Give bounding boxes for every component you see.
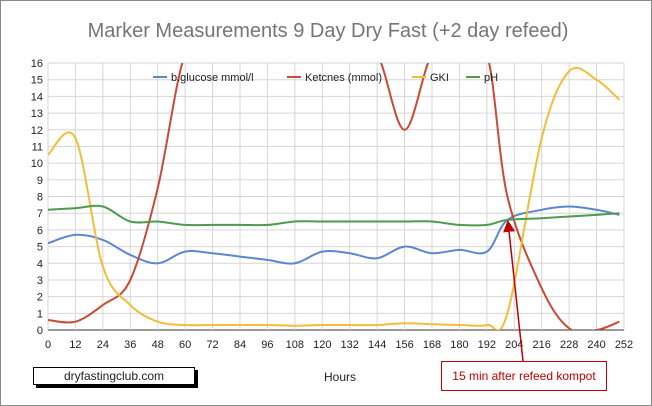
y-tick-label: 2 — [37, 292, 43, 304]
legend-label-1: Ketcnes (mmol) — [305, 72, 382, 84]
series-lines — [48, 63, 621, 330]
x-tick-label: 120 — [313, 339, 331, 351]
x-tick-label: 84 — [234, 339, 246, 351]
x-tick-label: 24 — [97, 339, 109, 351]
x-tick-label: 240 — [587, 339, 605, 351]
annotation-arrow — [503, 219, 524, 362]
y-tick-label: 13 — [31, 108, 43, 120]
y-tick-label: 11 — [32, 141, 43, 153]
x-tick-label: 108 — [286, 339, 304, 351]
x-tick-label: 12 — [69, 339, 81, 351]
x-tick-label: 156 — [395, 339, 413, 351]
x-tick-label: 72 — [206, 339, 218, 351]
annotation-callout: 15 min after refeed kompot — [441, 361, 607, 391]
y-tick-label: 6 — [37, 225, 43, 237]
y-tick-label: 4 — [37, 258, 43, 270]
y-tick-label: 3 — [37, 275, 43, 287]
source-label: dryfastingclub.com — [33, 367, 195, 385]
gridlines — [47, 62, 625, 331]
y-tick-label: 10 — [31, 158, 43, 170]
series-line-3 — [48, 204, 620, 227]
legend: b.glucose mmol/l Ketcnes (mmol) GKI pH — [153, 72, 498, 84]
y-tick-label: 5 — [37, 242, 43, 254]
x-tick-label: 180 — [450, 339, 468, 351]
y-tick-label: 15 — [31, 75, 43, 87]
series-line-2 — [48, 66, 621, 330]
x-tick-label: 0 — [45, 339, 51, 351]
x-tick-label: 144 — [368, 339, 386, 351]
x-tick-label: 216 — [533, 339, 551, 351]
x-tick-label: 96 — [261, 339, 273, 351]
x-tick-label: 132 — [341, 339, 359, 351]
x-tick-label: 36 — [124, 339, 136, 351]
series-line-0 — [48, 205, 620, 265]
x-tick-label: 48 — [152, 339, 164, 351]
legend-label-3: pH — [484, 72, 498, 84]
x-tick-label: 168 — [423, 339, 441, 351]
x-tick-label: 228 — [560, 339, 578, 351]
x-tick-label: 204 — [505, 339, 523, 351]
legend-label-2: GKI — [430, 72, 449, 84]
series-line-1 — [48, 63, 620, 330]
y-tick-label: 16 — [31, 58, 43, 70]
x-tick-label: 60 — [179, 339, 191, 351]
chart-title: Marker Measurements 9 Day Dry Fast (+2 d… — [88, 20, 569, 42]
y-tick-label: 9 — [37, 175, 43, 187]
legend-label-0: b.glucose mmol/l — [171, 72, 254, 84]
x-tick-label: 192 — [478, 339, 496, 351]
x-axis-ticks: 0 12 24 36 48 60 72 84 96 108 120 132 144 156 168 180 19… — [45, 339, 633, 351]
y-tick-label: 8 — [37, 192, 43, 204]
y-tick-label: 1 — [37, 308, 43, 320]
y-tick-label: 7 — [37, 208, 43, 220]
y-tick-label: 0 — [37, 325, 43, 337]
x-tick-label: 252 — [615, 339, 633, 351]
x-axis-label: Hours — [324, 370, 356, 384]
y-tick-label: 14 — [31, 91, 43, 103]
y-tick-label: 12 — [31, 125, 43, 137]
